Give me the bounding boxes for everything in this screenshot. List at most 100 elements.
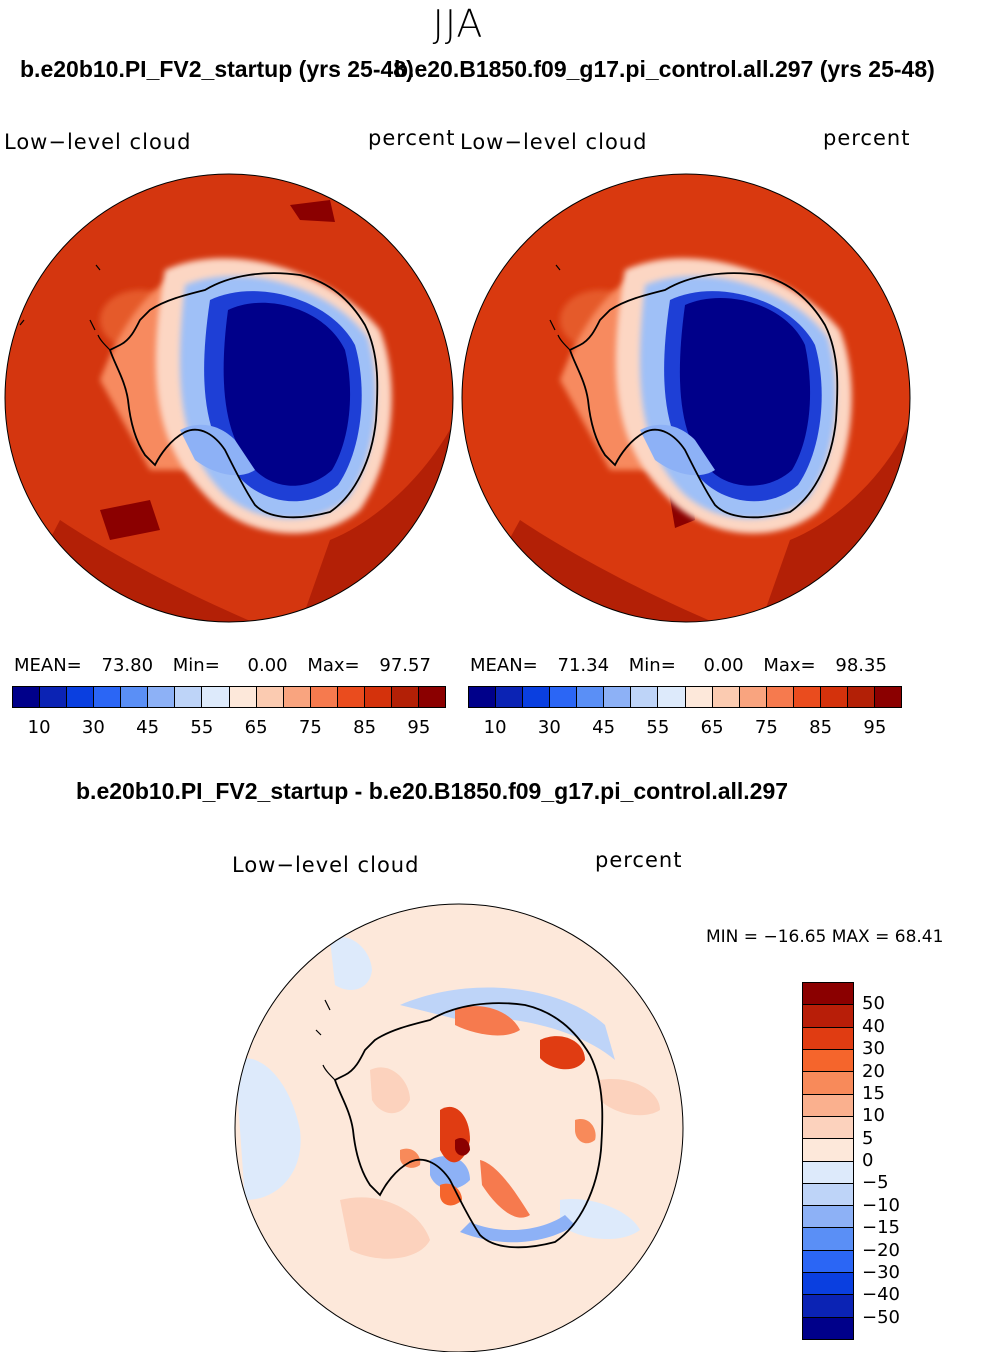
diff-variable-label: Low−level cloud — [232, 853, 420, 877]
difference-title: b.e20b10.PI_FV2_startup - b.e20.B1850.f0… — [76, 778, 789, 804]
right-max-value: 98.35 — [835, 655, 887, 676]
difference-colorbar-swatch — [803, 1094, 853, 1117]
diff-min-max-text: MIN = −16.65 MAX = 68.41 — [706, 927, 944, 947]
left-colorbar-swatch — [94, 687, 122, 707]
right-colorbar-tick: 10 — [483, 717, 507, 738]
difference-colorbar-tick: −10 — [862, 1194, 900, 1216]
difference-colorbar-tick: −5 — [862, 1172, 889, 1194]
difference-colorbar-swatch — [803, 1005, 853, 1028]
right-colorbar-swatch — [685, 687, 713, 707]
difference-colorbar-tick: 10 — [862, 1105, 885, 1127]
right-colorbar-swatch — [820, 687, 848, 707]
left-colorbar-tick: 85 — [353, 717, 377, 738]
right-min-label: Min= — [628, 655, 676, 676]
right-colorbar-tick: 45 — [592, 717, 616, 738]
difference-colorbar-tick: −40 — [862, 1284, 900, 1306]
difference-colorbar-tick: −15 — [862, 1217, 900, 1239]
difference-colorbar-swatch — [803, 983, 853, 1006]
left-colorbar-swatch — [364, 687, 392, 707]
difference-polar-map — [235, 904, 683, 1352]
difference-colorbar-swatch — [803, 1161, 853, 1184]
left-units-label: percent — [368, 126, 456, 150]
difference-colorbar-tick: −30 — [862, 1261, 900, 1283]
right-colorbar-swatch — [496, 687, 524, 707]
difference-colorbar-tick: 20 — [862, 1060, 885, 1082]
right-colorbar-swatch — [577, 687, 605, 707]
left-max-value: 97.57 — [379, 655, 431, 676]
right-colorbar-swatch — [874, 687, 901, 707]
difference-colorbar-tick: 30 — [862, 1038, 885, 1060]
left-colorbar-swatch — [337, 687, 365, 707]
left-stats: MEAN= 73.80 Min= 0.00 Max= 97.57 — [14, 655, 431, 676]
right-max-label: Max= — [763, 655, 816, 676]
right-colorbar-swatch — [712, 687, 740, 707]
left-case-title: b.e20b10.PI_FV2_startup (yrs 25-48) — [20, 56, 414, 82]
left-polar-map — [5, 174, 453, 622]
left-colorbar-swatch — [13, 687, 41, 707]
left-colorbar-tick: 95 — [407, 717, 431, 738]
right-colorbar-swatch — [847, 687, 875, 707]
right-colorbar-swatch — [469, 687, 497, 707]
left-colorbar-tick: 65 — [244, 717, 268, 738]
right-min-value: 0.00 — [703, 655, 744, 676]
left-colorbar-tick: 45 — [136, 717, 160, 738]
difference-colorbar-swatch — [803, 1072, 853, 1095]
left-colorbar-swatch — [148, 687, 176, 707]
right-variable-label: Low−level cloud — [460, 130, 648, 154]
right-colorbar-swatch — [739, 687, 767, 707]
right-colorbar-swatch — [658, 687, 686, 707]
left-colorbar-swatch — [310, 687, 338, 707]
right-colorbar-swatch — [550, 687, 578, 707]
left-colorbar-tick: 55 — [190, 717, 214, 738]
left-min-label: Min= — [172, 655, 220, 676]
left-colorbar-tick: 75 — [298, 717, 322, 738]
difference-colorbar-swatch — [803, 1228, 853, 1251]
left-max-label: Max= — [307, 655, 360, 676]
left-colorbar-tick: 30 — [81, 717, 105, 738]
difference-colorbar-swatch — [803, 1027, 853, 1050]
difference-colorbar-tick: 0 — [862, 1150, 874, 1171]
right-mean-label: MEAN= — [470, 655, 538, 676]
right-colorbar-tick: 55 — [646, 717, 670, 738]
difference-colorbar-tick: 15 — [862, 1082, 885, 1104]
difference-colorbar-swatch — [803, 1295, 853, 1318]
diff-units-label: percent — [595, 848, 683, 872]
left-coastline — [108, 272, 379, 519]
right-coastline — [568, 272, 839, 519]
right-colorbar-swatch — [793, 687, 821, 707]
difference-colorbar — [802, 982, 854, 1340]
difference-colorbar-swatch — [803, 1139, 853, 1162]
right-case-title: b.e20.B1850.f09_g17.pi_control.all.297 (… — [394, 56, 935, 82]
difference-colorbar-swatch — [803, 1250, 853, 1274]
difference-colorbar-swatch — [803, 1049, 853, 1073]
left-colorbar-swatch — [391, 687, 419, 707]
difference-colorbar-tick: 5 — [862, 1127, 874, 1149]
right-stats: MEAN= 71.34 Min= 0.00 Max= 98.35 — [470, 655, 887, 676]
left-colorbar-swatch — [418, 687, 445, 707]
left-colorbar-swatch — [283, 687, 311, 707]
left-variable-label: Low−level cloud — [4, 130, 192, 154]
right-colorbar-tick: 95 — [863, 717, 887, 738]
left-colorbar-swatch — [67, 687, 95, 707]
left-mean-label: MEAN= — [14, 655, 82, 676]
difference-colorbar-tick: 40 — [862, 1015, 885, 1037]
left-colorbar-tick: 10 — [27, 717, 51, 738]
difference-colorbar-swatch — [803, 1317, 853, 1339]
difference-colorbar-swatch — [803, 1116, 853, 1140]
right-colorbar-swatch — [604, 687, 632, 707]
difference-colorbar-swatch — [803, 1273, 853, 1296]
difference-colorbar-swatch — [803, 1206, 853, 1229]
right-colorbar-tick: 65 — [700, 717, 724, 738]
right-polar-map — [462, 174, 910, 622]
right-colorbar-tick: 30 — [537, 717, 561, 738]
difference-coastline — [333, 1002, 604, 1249]
left-colorbar-swatch — [256, 687, 284, 707]
left-colorbar-swatch — [202, 687, 230, 707]
difference-colorbar-swatch — [803, 1183, 853, 1207]
left-colorbar-swatch — [229, 687, 257, 707]
left-mean-value: 73.80 — [101, 655, 154, 676]
right-colorbar-swatch — [766, 687, 794, 707]
left-colorbar — [12, 686, 446, 708]
left-colorbar-swatch — [40, 687, 68, 707]
